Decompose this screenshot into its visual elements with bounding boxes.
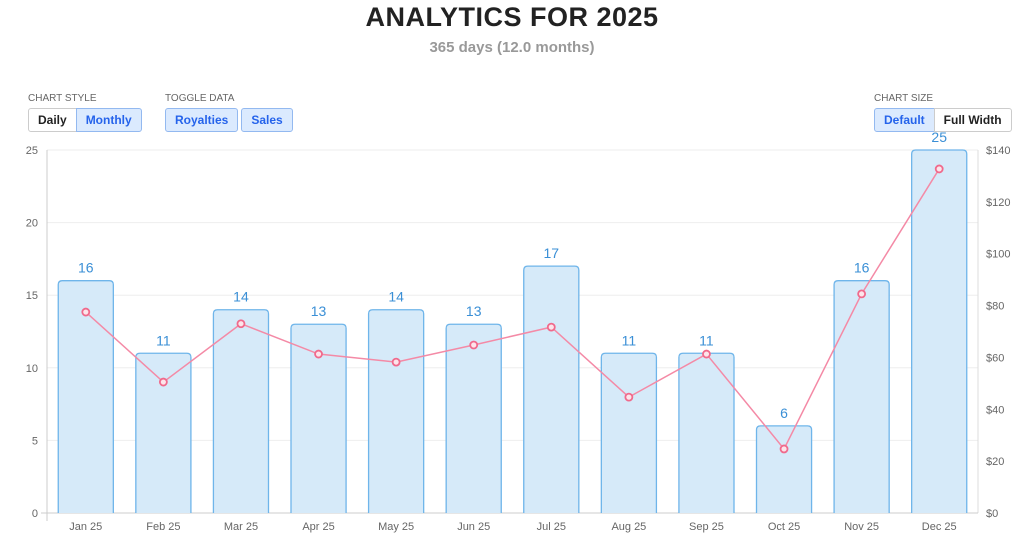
line-point (857, 289, 867, 299)
x-tick-label: Nov 25 (844, 521, 879, 533)
x-tick-label: Sep 25 (689, 521, 724, 533)
y-left-tick-label: 0 (32, 508, 38, 520)
bar-value-label: 11 (622, 332, 637, 348)
x-tick-label: Feb 25 (146, 521, 180, 533)
bar-value-label: 14 (233, 289, 249, 305)
bar-value-label: 25 (931, 129, 947, 145)
line-point (934, 164, 944, 174)
line-point (779, 444, 789, 454)
y-right-tick-label: $80 (986, 301, 1004, 313)
line-point (546, 322, 556, 332)
x-tick-label: Jun 25 (457, 521, 490, 533)
bar (911, 149, 968, 513)
bar (833, 280, 890, 513)
bar-value-label: 11 (156, 332, 171, 348)
y-left-tick-label: 5 (32, 435, 38, 447)
toggle-data-label: TOGGLE DATA (165, 93, 235, 104)
bar (57, 280, 114, 513)
royalties-toggle[interactable]: Royalties (165, 108, 239, 132)
x-tick-label: Jul 25 (537, 521, 566, 533)
x-tick-label: Aug 25 (611, 521, 646, 533)
line-point (702, 349, 711, 359)
bar (212, 309, 270, 513)
line-point (158, 377, 168, 387)
x-tick-label: Mar 25 (224, 521, 258, 533)
x-tick-label: May 25 (378, 521, 414, 533)
page-subtitle: 365 days (12.0 months) (429, 39, 595, 56)
bar-value-label: 13 (466, 303, 482, 319)
bar (367, 309, 425, 513)
bar-value-label: 14 (388, 289, 404, 305)
chart-style-group: CHART STYLE Daily Monthly (28, 93, 142, 132)
chart-size-group: CHART SIZE Default Full Width (874, 93, 1012, 132)
y-right-tick-label: $60 (986, 352, 1004, 364)
line-point (624, 392, 634, 402)
x-tick-label: Dec 25 (922, 521, 957, 533)
y-right-tick-label: $40 (986, 404, 1004, 416)
bar-value-label: 6 (780, 405, 788, 421)
y-left-tick-label: 10 (26, 363, 38, 375)
y-left-tick-label: 15 (26, 290, 38, 302)
x-tick-label: Jan 25 (69, 521, 102, 533)
line-point (81, 307, 91, 317)
chart-size-label: CHART SIZE (874, 93, 934, 104)
bar-value-label: 16 (78, 260, 94, 276)
bar (135, 352, 192, 513)
page-title: ANALYTICS FOR 2025 (365, 2, 659, 32)
royalties-line (85, 168, 940, 451)
x-tick-label: Oct 25 (768, 521, 800, 533)
x-tick-label: Apr 25 (302, 521, 334, 533)
y-right-tick-label: $120 (986, 197, 1010, 209)
daily-button[interactable]: Daily (28, 108, 77, 132)
full-width-button[interactable]: Full Width (933, 108, 1012, 132)
bar-value-label: 17 (544, 245, 560, 261)
toggle-data-group: TOGGLE DATA Royalties Sales (165, 93, 296, 132)
bar-value-label: 11 (699, 332, 714, 348)
y-right-tick-label: $20 (986, 456, 1004, 468)
default-size-button[interactable]: Default (874, 108, 935, 132)
monthly-button[interactable]: Monthly (75, 108, 142, 132)
line-point (391, 357, 401, 367)
bar (445, 323, 502, 513)
y-left-tick-label: 20 (26, 218, 38, 230)
sales-toggle[interactable]: Sales (241, 108, 293, 132)
line-point (469, 340, 479, 350)
y-right-tick-label: $100 (986, 249, 1010, 261)
y-left-tick-label: 25 (26, 145, 38, 157)
chart-style-label: CHART STYLE (28, 93, 97, 104)
line-point (314, 349, 323, 359)
line-point (236, 319, 246, 329)
bar (523, 265, 580, 513)
bar (600, 352, 658, 513)
y-right-tick-label: $140 (986, 145, 1010, 157)
y-right-tick-label: $0 (986, 508, 998, 520)
bar-value-label: 16 (854, 260, 870, 276)
bar (755, 425, 813, 513)
bar-value-label: 13 (311, 303, 327, 319)
bar (290, 323, 347, 513)
